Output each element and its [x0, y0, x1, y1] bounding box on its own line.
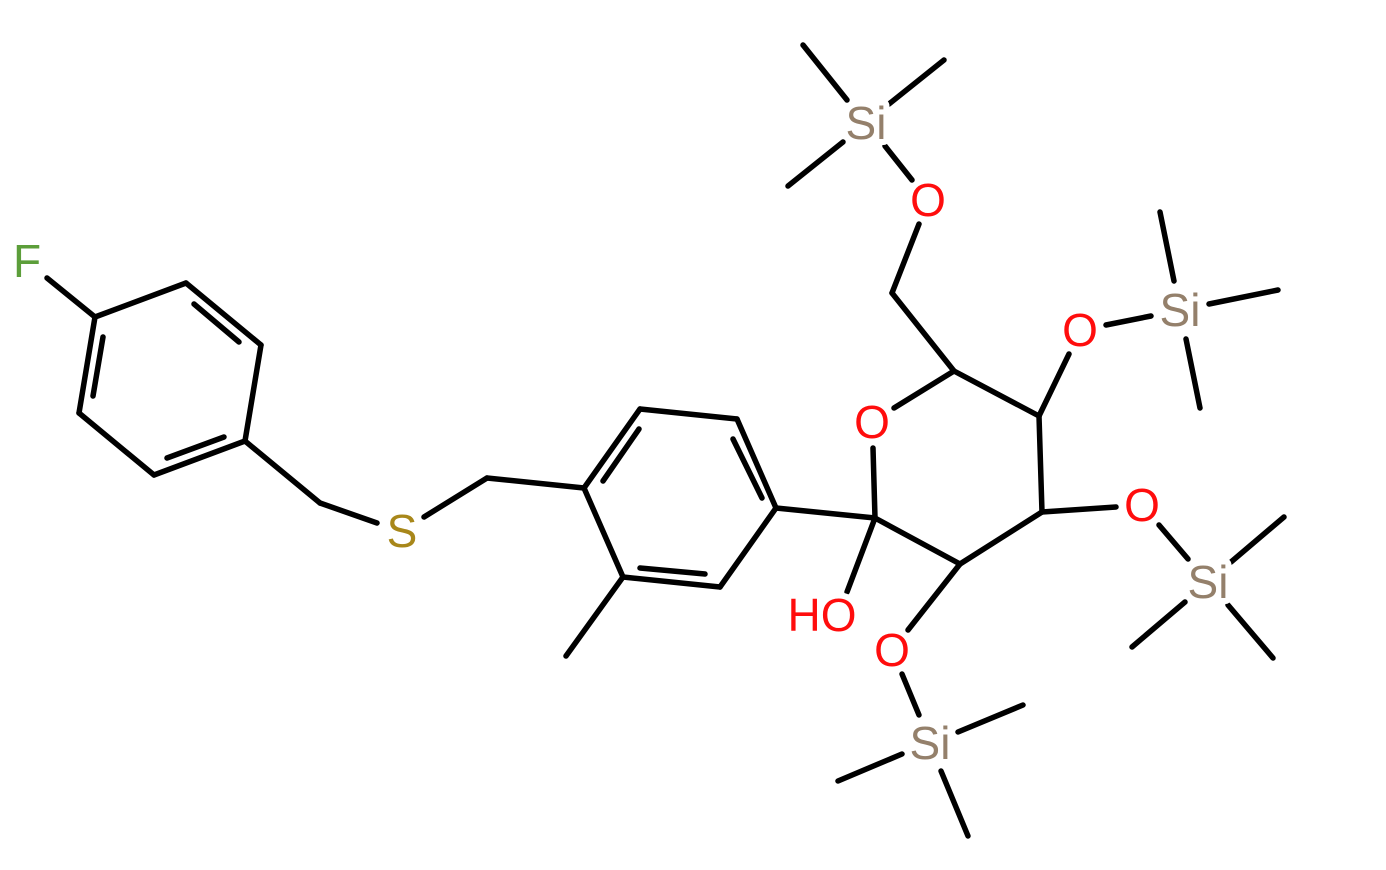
bond — [1036, 413, 1045, 515]
double-bond-inner — [600, 426, 642, 484]
bond — [151, 438, 248, 478]
bond-si-methyl — [1129, 599, 1188, 650]
bond-si-methyl — [1206, 287, 1281, 307]
bond-c5-ringO — [891, 368, 957, 411]
bond — [92, 280, 189, 320]
double-bond-inner — [164, 434, 227, 461]
bond — [773, 505, 878, 521]
bond-ch2-s — [317, 500, 380, 526]
bond-c2-o — [905, 561, 963, 633]
bond-f-aryl — [44, 275, 98, 320]
bond — [717, 505, 779, 590]
double-bond-inner — [730, 436, 765, 501]
bond — [734, 416, 779, 511]
oxygen-upper-right-label: O — [1062, 304, 1098, 356]
atom-labels: F S O HO O Si O Si O Si O Si — [7, 91, 1235, 775]
bond-si-methyl — [1225, 602, 1276, 661]
bond — [581, 406, 643, 491]
bond-c4-o — [1036, 351, 1072, 419]
bond-network — [44, 42, 1287, 839]
bond — [957, 509, 1045, 567]
double-bond-inner — [90, 334, 106, 399]
bond-si-methyl — [938, 768, 971, 839]
bond-c6-o — [889, 221, 922, 296]
bond-si-methyl — [1228, 514, 1287, 565]
silicon-upper-right-label: Si — [1160, 284, 1201, 336]
bond-si-methyl — [1157, 209, 1177, 284]
bond — [484, 475, 587, 491]
bond — [183, 280, 264, 348]
bond — [581, 485, 626, 580]
sulfur-label: S — [387, 505, 418, 557]
bond-si-methyl — [785, 139, 846, 189]
bond-c1-oh — [844, 515, 878, 595]
bond — [76, 314, 98, 416]
bond-si-methyl — [955, 702, 1026, 735]
bond-o-si — [1103, 313, 1154, 328]
bond — [242, 438, 323, 506]
bond — [637, 406, 740, 422]
silicon-lower-right-label: Si — [1188, 556, 1229, 608]
bond-si-methyl — [835, 751, 905, 784]
bond — [76, 410, 157, 478]
bond-ringO-c1 — [870, 445, 878, 521]
oxygen-top-label: O — [910, 174, 946, 226]
bond-s-ch2 — [421, 475, 490, 520]
bond — [242, 342, 264, 444]
silicon-bottom-label: Si — [910, 717, 951, 769]
bond — [872, 515, 963, 567]
double-bond-inner — [637, 565, 708, 577]
bond-methyl — [563, 574, 626, 659]
double-bond-inner — [191, 301, 242, 345]
bond-c3-o — [1039, 504, 1119, 515]
ring-oxygen-label: O — [854, 396, 890, 448]
hydroxyl-label: HO — [788, 589, 857, 641]
bond-c5-c6 — [889, 290, 957, 374]
fluorine-label: F — [13, 235, 41, 287]
oxygen-lower-right-label: O — [1124, 479, 1160, 531]
bond-o-si — [1156, 522, 1191, 562]
bond — [620, 574, 723, 590]
oxygen-bottom-label: O — [874, 624, 910, 676]
bond-o-si — [882, 143, 915, 183]
silicon-top-label: Si — [846, 97, 887, 149]
bond-si-methyl — [1183, 336, 1203, 411]
bond-o-si — [899, 671, 922, 718]
bond — [951, 368, 1042, 419]
bond-si-methyl — [800, 42, 850, 103]
bond-si-methyl — [886, 57, 947, 107]
